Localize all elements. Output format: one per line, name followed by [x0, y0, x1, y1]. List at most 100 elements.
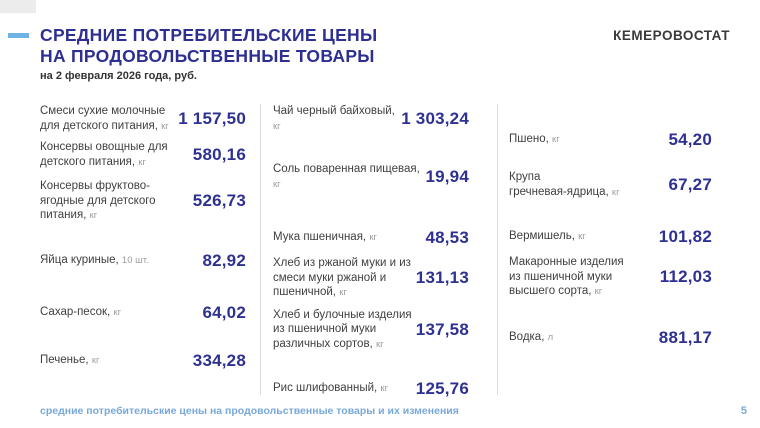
price-row: Хлеб из ржаной муки и из смеси муки ржан…	[273, 256, 469, 301]
product-name: Макаронные изделия из пшеничной муки выс…	[509, 256, 624, 297]
product-name: Соль поваренная пищевая,	[273, 163, 420, 175]
price-columns: Смеси сухие молочные для детского питани…	[0, 100, 760, 398]
corner-artifact	[0, 0, 36, 13]
product-name: Крупа гречневая‑ядрица,	[509, 171, 609, 198]
product-unit: кг	[138, 156, 146, 168]
product-name: Хлеб из ржаной муки и из смеси муки ржан…	[273, 257, 411, 298]
product-label: Мука пшеничная, кг	[273, 230, 423, 246]
product-price: 19,94	[425, 167, 469, 186]
product-name: Водка,	[509, 330, 545, 343]
product-unit: 10 шт.	[121, 254, 149, 266]
footer-caption: средние потребительские цены на продовол…	[40, 405, 459, 417]
product-label: Водка, л	[509, 330, 635, 346]
product-unit: кг	[91, 354, 100, 366]
product-unit: кг	[89, 210, 98, 221]
product-label: Консервы фруктово-ягодные для детского п…	[40, 179, 174, 224]
product-unit: кг	[339, 287, 347, 298]
price-row: Яйца куриные, 10 шт. 82,92	[40, 251, 246, 271]
price-row: Консервы овощные для детского питания, к…	[40, 140, 246, 170]
product-name: Пшено,	[509, 133, 549, 146]
product-unit: кг	[578, 231, 586, 243]
product-price: 64,02	[202, 302, 246, 322]
product-label: Чай черный байховый, кг	[273, 104, 401, 134]
product-label: Вермишель, кг	[509, 229, 635, 245]
price-column-3: Пшено, кг 54,20 Крупа гречневая‑ядрица, …	[497, 104, 760, 395]
product-price: 125,76	[415, 379, 469, 398]
header: СРЕДНИЕ ПОТРЕБИТЕЛЬСКИЕ ЦЕНЫ НА ПРОДОВОЛ…	[40, 25, 377, 82]
product-unit: кг	[273, 120, 281, 132]
price-row: Сахар-песок, кг 64,02	[40, 303, 246, 323]
org-logo: КЕМЕРОВОСТАТ	[613, 28, 730, 43]
product-unit: кг	[113, 306, 122, 318]
product-label: Сахар-песок, кг	[40, 305, 174, 321]
price-row: Хлеб и булочные изделия из пшеничной мук…	[273, 308, 469, 353]
product-name: Яйца куриные,	[40, 253, 119, 266]
product-name: Консервы фруктово-ягодные для детского п…	[40, 180, 156, 221]
product-price: 101,82	[658, 227, 712, 246]
product-price: 137,58	[415, 319, 469, 339]
product-price: 82,92	[202, 250, 246, 270]
price-row: Консервы фруктово-ягодные для детского п…	[40, 179, 246, 224]
product-name: Вермишель,	[509, 230, 575, 243]
product-price: 54,20	[668, 130, 712, 149]
product-unit: кг	[369, 232, 377, 244]
product-name: Смеси сухие молочные для детского питани…	[40, 105, 166, 132]
product-label: Соль поваренная пищевая, кг	[273, 162, 423, 192]
product-name: Консервы овощные для детского питания,	[40, 141, 168, 168]
product-label: Яйца куриные, 10 шт.	[40, 253, 174, 269]
product-unit: кг	[380, 383, 389, 395]
product-label: Смеси сухие молочные для детского питани…	[40, 104, 174, 134]
product-label: Печенье, кг	[40, 353, 174, 369]
price-row: Пшено, кг 54,20	[509, 130, 712, 150]
product-name: Рис шлифованный,	[273, 382, 378, 395]
product-price: 1 303,24	[401, 109, 469, 128]
product-unit: кг	[273, 178, 281, 190]
price-row: Рис шлифованный, кг 125,76	[273, 379, 469, 399]
price-row: Крупа гречневая‑ядрица, кг 67,27	[509, 170, 712, 200]
price-row: Макаронные изделия из пшеничной муки выс…	[509, 255, 712, 300]
price-row: Печенье, кг 334,28	[40, 351, 246, 371]
product-price: 526,73	[192, 191, 246, 211]
product-label: Хлеб и булочные изделия из пшеничной мук…	[273, 308, 416, 353]
price-row: Смеси сухие молочные для детского питани…	[40, 104, 246, 134]
price-row: Водка, л 881,17	[509, 328, 712, 348]
product-unit: л	[547, 331, 554, 343]
product-unit: кг	[552, 134, 560, 146]
product-name: Печенье,	[40, 353, 89, 366]
product-label: Консервы овощные для детского питания, к…	[40, 140, 174, 170]
product-price: 112,03	[659, 267, 712, 287]
product-unit: кг	[594, 286, 603, 297]
price-row: Вермишель, кг 101,82	[509, 227, 712, 247]
product-label: Крупа гречневая‑ядрица, кг	[509, 170, 635, 200]
price-row: Мука пшеничная, кг 48,53	[273, 228, 469, 248]
product-label: Хлеб из ржаной муки и из смеси муки ржан…	[273, 256, 416, 301]
accent-bar	[8, 33, 29, 38]
product-price: 131,13	[415, 268, 469, 288]
product-price: 881,17	[658, 327, 712, 347]
product-price: 67,27	[668, 175, 712, 194]
product-label: Пшено, кг	[509, 132, 635, 148]
product-price: 48,53	[425, 228, 469, 247]
product-price: 580,16	[192, 145, 246, 164]
product-name: Сахар-песок,	[40, 305, 111, 318]
page-title: СРЕДНИЕ ПОТРЕБИТЕЛЬСКИЕ ЦЕНЫ НА ПРОДОВОЛ…	[40, 25, 377, 67]
price-column-1: Смеси сухие молочные для детского питани…	[40, 104, 260, 395]
page-subtitle: на 2 февраля 2026 года, руб.	[40, 70, 197, 82]
page-title-line1: СРЕДНИЕ ПОТРЕБИТЕЛЬСКИЕ ЦЕНЫ	[40, 25, 378, 45]
product-unit: кг	[161, 120, 169, 132]
product-price: 1 157,50	[178, 109, 246, 128]
product-label: Рис шлифованный, кг	[273, 381, 416, 397]
price-row: Соль поваренная пищевая, кг 19,94	[273, 162, 469, 192]
product-label: Макаронные изделия из пшеничной муки выс…	[509, 255, 635, 300]
page-number: 5	[740, 405, 747, 417]
product-name: Чай черный байховый,	[273, 105, 395, 117]
product-unit: кг	[375, 338, 384, 350]
product-name: Мука пшеничная,	[273, 231, 367, 244]
product-price: 334,28	[192, 350, 246, 370]
price-row: Чай черный байховый, кг 1 303,24	[273, 104, 469, 134]
product-name: Хлеб и булочные изделия из пшеничной мук…	[273, 308, 412, 350]
page-title-line2: НА ПРОДОВОЛЬСТВЕННЫЕ ТОВАРЫ	[40, 46, 375, 66]
product-unit: кг	[611, 186, 620, 198]
price-column-2: Чай черный байховый, кг 1 303,24 Соль по…	[260, 104, 497, 398]
